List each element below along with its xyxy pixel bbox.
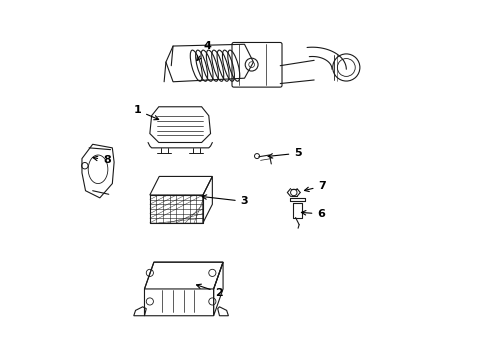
Text: 2: 2 <box>196 284 223 297</box>
Text: 6: 6 <box>301 209 325 219</box>
Text: 5: 5 <box>267 148 301 158</box>
Text: 7: 7 <box>304 181 325 192</box>
Text: 4: 4 <box>196 41 210 60</box>
Text: 8: 8 <box>93 156 111 165</box>
Text: 3: 3 <box>202 195 248 206</box>
Text: 1: 1 <box>133 105 158 120</box>
